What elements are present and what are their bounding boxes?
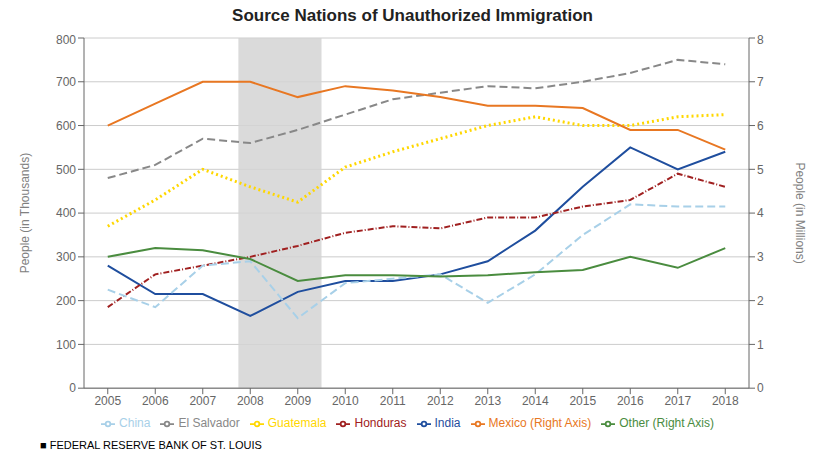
svg-text:800: 800	[56, 33, 76, 47]
svg-text:400: 400	[56, 206, 76, 220]
html-text:Mexico (Right Axis): Mexico (Right Axis)	[488, 416, 592, 431]
html-text:China: China	[119, 416, 151, 431]
svg-text:4: 4	[757, 206, 764, 220]
svg-text:0: 0	[69, 381, 76, 395]
svg-text:6: 6	[757, 119, 764, 133]
svg-text:2005: 2005	[94, 394, 121, 408]
svg-text:2008: 2008	[237, 394, 264, 408]
html-text:■ FEDERAL RESERVE BANK OF ST.: ■ FEDERAL RESERVE BANK OF ST. LOUIS	[40, 439, 262, 451]
html-text:Source Nations of Unauthorized: Source Nations of Unauthorized Immigrati…	[232, 6, 593, 25]
svg-text:7: 7	[757, 75, 764, 89]
svg-text:2006: 2006	[142, 394, 169, 408]
html-text:Guatemala: Guatemala	[267, 416, 327, 431]
svg-text:2014: 2014	[522, 394, 549, 408]
svg-text:300: 300	[56, 250, 76, 264]
svg-text:2016: 2016	[617, 394, 644, 408]
svg-text:600: 600	[56, 119, 76, 133]
svg-text:100: 100	[56, 338, 76, 352]
svg-text:8: 8	[757, 33, 764, 47]
svg-text:2009: 2009	[284, 394, 311, 408]
svg-text:500: 500	[56, 163, 76, 177]
svg-text:3: 3	[757, 250, 764, 264]
html-text:India: India	[434, 416, 461, 431]
svg-text:2007: 2007	[189, 394, 216, 408]
svg-text:700: 700	[56, 75, 76, 89]
svg-text:2010: 2010	[332, 394, 359, 408]
svg-text:People (in Thousands): People (in Thousands)	[18, 153, 32, 274]
html-text:Honduras: Honduras	[354, 416, 407, 431]
svg-text:0: 0	[757, 381, 764, 395]
svg-text:2: 2	[757, 294, 764, 308]
svg-text:2015: 2015	[569, 394, 596, 408]
svg-text:5: 5	[757, 163, 764, 177]
svg-text:2013: 2013	[474, 394, 501, 408]
html-text:Other (Right Axis): Other (Right Axis)	[619, 416, 714, 431]
html-text:El Salvador: El Salvador	[178, 416, 240, 431]
svg-text:200: 200	[56, 294, 76, 308]
svg-text:2011: 2011	[380, 394, 406, 408]
svg-text:2018: 2018	[712, 394, 739, 408]
svg-text:1: 1	[757, 338, 764, 352]
svg-text:People (in Millions): People (in Millions)	[793, 162, 807, 263]
svg-text:2012: 2012	[427, 394, 454, 408]
svg-text:2017: 2017	[664, 394, 691, 408]
